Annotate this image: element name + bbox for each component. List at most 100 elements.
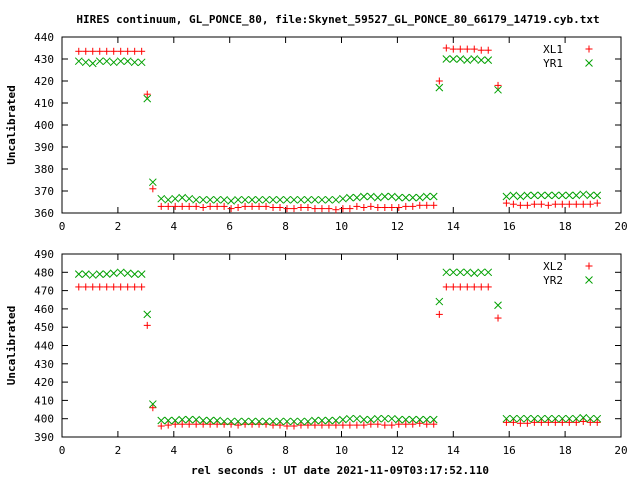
- data-point: [234, 417, 242, 426]
- data-point: [283, 195, 291, 204]
- data-point: [586, 200, 594, 208]
- data-point: [192, 415, 201, 424]
- data-point: [353, 202, 361, 210]
- data-point: [502, 199, 510, 207]
- data-point: [544, 414, 553, 423]
- data-point: [178, 193, 187, 202]
- data-point: [346, 193, 354, 202]
- data-point: [401, 415, 410, 424]
- data-point: [311, 421, 319, 429]
- data-point: [558, 200, 566, 208]
- data-point: [339, 205, 347, 213]
- data-point: [143, 94, 152, 103]
- data-point: [558, 191, 567, 200]
- data-point: [75, 283, 83, 291]
- data-point: [248, 195, 256, 204]
- y-tick-label: 440: [34, 340, 54, 353]
- x-tick-label: 18: [558, 220, 571, 233]
- data-point: [463, 268, 472, 277]
- data-point: [415, 415, 424, 424]
- data-point: [353, 193, 361, 202]
- data-point: [484, 46, 492, 54]
- data-point: [442, 268, 451, 277]
- data-point: [157, 422, 165, 430]
- data-point: [456, 55, 465, 63]
- data-point: [456, 283, 464, 291]
- data-point: [332, 416, 340, 425]
- data-point: [227, 205, 235, 213]
- x-tick-label: 8: [282, 220, 289, 233]
- data-point: [502, 192, 511, 201]
- data-point: [304, 421, 312, 429]
- data-point: [477, 56, 486, 64]
- data-point: [148, 178, 157, 187]
- data-point: [325, 416, 333, 425]
- data-point: [192, 202, 200, 210]
- data-point: [143, 321, 151, 329]
- data-point: [131, 283, 139, 291]
- data-point: [89, 283, 97, 291]
- data-point: [456, 268, 465, 277]
- y-tick-label: 450: [34, 321, 54, 334]
- data-point: [402, 202, 410, 210]
- data-point: [579, 413, 588, 422]
- data-point: [374, 204, 382, 211]
- data-point: [463, 56, 472, 64]
- data-point: [164, 195, 173, 204]
- x-tick-label: 2: [115, 444, 122, 457]
- data-point: [332, 195, 340, 204]
- data-point: [435, 77, 443, 85]
- data-point: [422, 192, 431, 201]
- data-point: [537, 191, 546, 200]
- data-point: [494, 85, 502, 94]
- data-point: [283, 205, 291, 213]
- data-point: [367, 202, 375, 210]
- data-point: [586, 414, 595, 423]
- data-point: [199, 416, 208, 425]
- data-point: [81, 270, 90, 278]
- data-point: [234, 421, 242, 429]
- data-point: [325, 205, 333, 213]
- data-point: [516, 201, 524, 209]
- legend-marker: [585, 59, 593, 67]
- data-point: [171, 194, 180, 203]
- data-point: [537, 418, 545, 426]
- data-point: [381, 421, 389, 429]
- data-point: [544, 418, 552, 426]
- data-point: [449, 45, 457, 53]
- plot-frame: [61, 253, 622, 438]
- data-point: [494, 81, 502, 89]
- data-point: [241, 195, 249, 204]
- y-tick-label: 470: [34, 285, 54, 298]
- x-tick-label: 4: [170, 444, 177, 457]
- data-point: [484, 56, 493, 64]
- data-point: [276, 195, 284, 204]
- x-tick-label: 0: [59, 444, 66, 457]
- data-point: [367, 420, 375, 428]
- data-point: [178, 415, 187, 424]
- data-point: [477, 283, 485, 291]
- data-point: [470, 283, 478, 291]
- data-point: [192, 420, 200, 428]
- data-point: [143, 310, 152, 319]
- y-tick-label: 360: [34, 207, 54, 220]
- data-point: [124, 47, 132, 55]
- data-point: [346, 421, 354, 429]
- data-point: [185, 194, 194, 203]
- data-point: [579, 417, 587, 425]
- data-point: [494, 314, 502, 322]
- data-point: [262, 195, 270, 204]
- data-point: [123, 269, 132, 278]
- data-point: [157, 416, 166, 425]
- data-point: [290, 422, 298, 430]
- data-point: [283, 417, 291, 426]
- data-point: [262, 202, 270, 210]
- data-point: [565, 414, 574, 423]
- data-point: [409, 202, 417, 210]
- data-point: [593, 414, 602, 423]
- x-tick-label: 6: [226, 220, 233, 233]
- y-tick-label: 400: [34, 119, 54, 132]
- data-point: [255, 195, 263, 204]
- data-point: [509, 414, 518, 423]
- data-point: [192, 195, 201, 204]
